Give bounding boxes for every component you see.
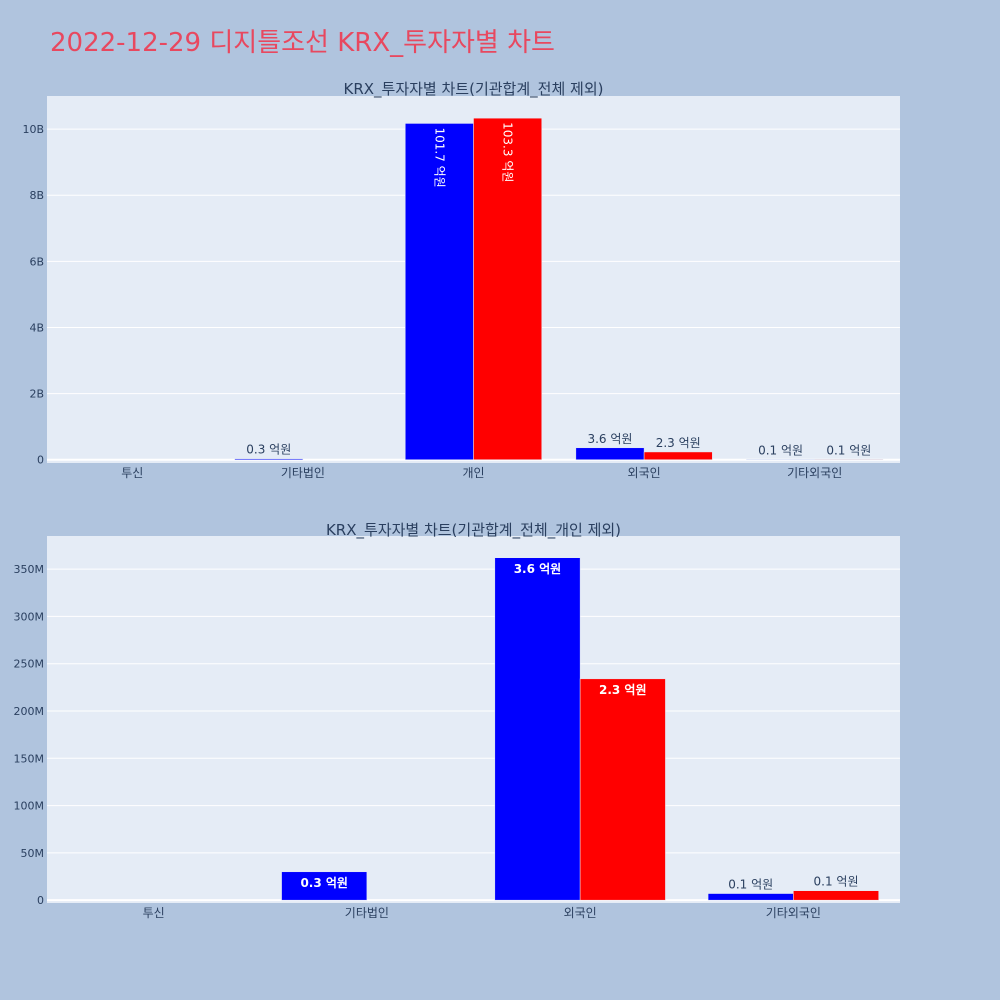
- bar-data-label: 0.1 억원: [826, 443, 871, 457]
- bar-data-label: 0.3 억원: [246, 443, 291, 457]
- bar-data-label: 0.1 억원: [758, 443, 803, 457]
- bar-data-label: 3.6 억원: [514, 562, 562, 576]
- bar: [234, 458, 304, 460]
- bar-data-label: 0.1 억원: [814, 875, 859, 889]
- y-tick-label: 8B: [29, 189, 44, 202]
- bar: [707, 893, 794, 901]
- bar-data-label: 3.6 억원: [587, 432, 632, 446]
- y-tick-label: 4B: [29, 321, 44, 334]
- x-tick-label: 기타법인: [345, 906, 389, 920]
- bar: [405, 123, 474, 460]
- y-tick-label: 50M: [21, 847, 45, 860]
- bar-data-label: 103.3 억원: [501, 122, 515, 182]
- x-tick-label: 투신: [143, 906, 165, 920]
- bar: [643, 451, 713, 460]
- chart-title: KRX_투자자별 차트(기관합계_전체_개인 제외): [326, 521, 621, 540]
- bar-data-label: 0.1 억원: [728, 878, 773, 892]
- y-tick-label: 6B: [29, 255, 44, 268]
- chart-title: KRX_투자자별 차트(기관합계_전체 제외): [344, 80, 604, 99]
- chart-2: 0 50M 100M 150M 200M 250M 300M 350M KRX_투자자별 차트(…: [14, 521, 900, 920]
- bar: [494, 557, 581, 901]
- y-tick-label: 200M: [14, 705, 45, 718]
- bar-data-label: 2.3 억원: [656, 436, 701, 450]
- y-tick-label: 150M: [14, 752, 45, 765]
- y-tick-label: 0: [37, 894, 44, 907]
- y-tick-label: 10B: [22, 123, 44, 136]
- y-tick-label: 300M: [14, 610, 45, 623]
- y-tick-label: 0: [37, 454, 44, 467]
- plot-area: [47, 536, 900, 903]
- bar: [793, 890, 879, 901]
- bar: [579, 678, 666, 901]
- chart-1: 0 2B 4B 6B 8B 10B KRX_투자자별 차트(기관합계_전체 제외) 투신 기타법…: [22, 80, 900, 480]
- y-tick-label: 100M: [14, 800, 45, 813]
- bar: [473, 117, 542, 460]
- bar-data-label: 0.3 억원: [300, 876, 348, 890]
- bar-data-label: 2.3 억원: [599, 683, 647, 697]
- bar: [575, 447, 645, 460]
- page-title: 2022-12-29 디지틀조선 KRX_투자자별 차트: [50, 28, 555, 58]
- x-tick-label: 외국인: [628, 466, 661, 480]
- y-tick-label: 250M: [14, 658, 45, 671]
- y-tick-label: 2B: [29, 388, 44, 401]
- x-tick-label: 기타외국인: [787, 466, 842, 480]
- x-tick-label: 기타법인: [281, 466, 325, 480]
- x-tick-label: 기타외국인: [766, 906, 821, 920]
- bar: [281, 871, 368, 901]
- x-tick-label: 개인: [462, 466, 484, 480]
- bar-data-label: 101.7 억원: [432, 127, 446, 187]
- y-tick-label: 350M: [14, 563, 45, 576]
- x-tick-label: 외국인: [564, 906, 597, 920]
- x-tick-label: 투신: [121, 466, 143, 480]
